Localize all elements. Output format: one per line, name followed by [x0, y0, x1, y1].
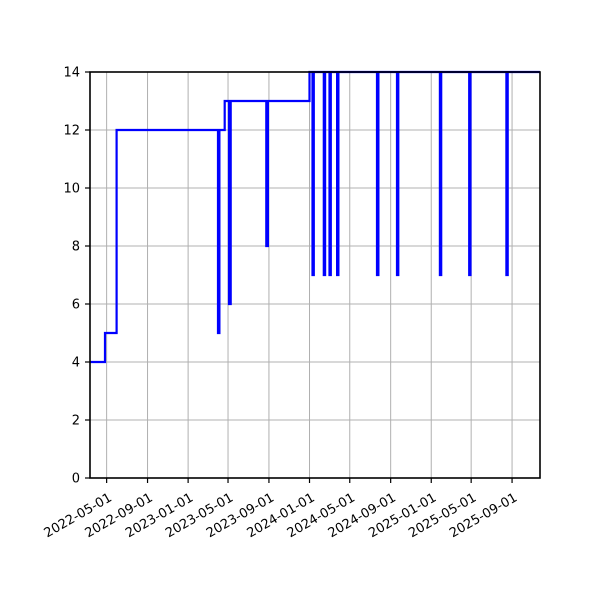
- axes-layer: [85, 71, 541, 483]
- data-line: [90, 70, 540, 364]
- data-layer: [90, 70, 540, 364]
- plot-border: [89, 71, 541, 479]
- y-tick-label: 8: [72, 240, 80, 255]
- y-tick-label: 12: [63, 124, 80, 139]
- y-tick-label: 14: [63, 66, 80, 81]
- y-tick-label: 10: [63, 182, 80, 197]
- y-tick-label: 4: [72, 356, 80, 371]
- grid-layer: [90, 71, 540, 479]
- y-tick-label: 6: [72, 298, 80, 313]
- y-tick-label: 2: [72, 414, 80, 429]
- label-layer: 2022-05-012022-09-012023-01-012023-05-01…: [42, 66, 520, 542]
- y-tick-label: 0: [72, 472, 80, 487]
